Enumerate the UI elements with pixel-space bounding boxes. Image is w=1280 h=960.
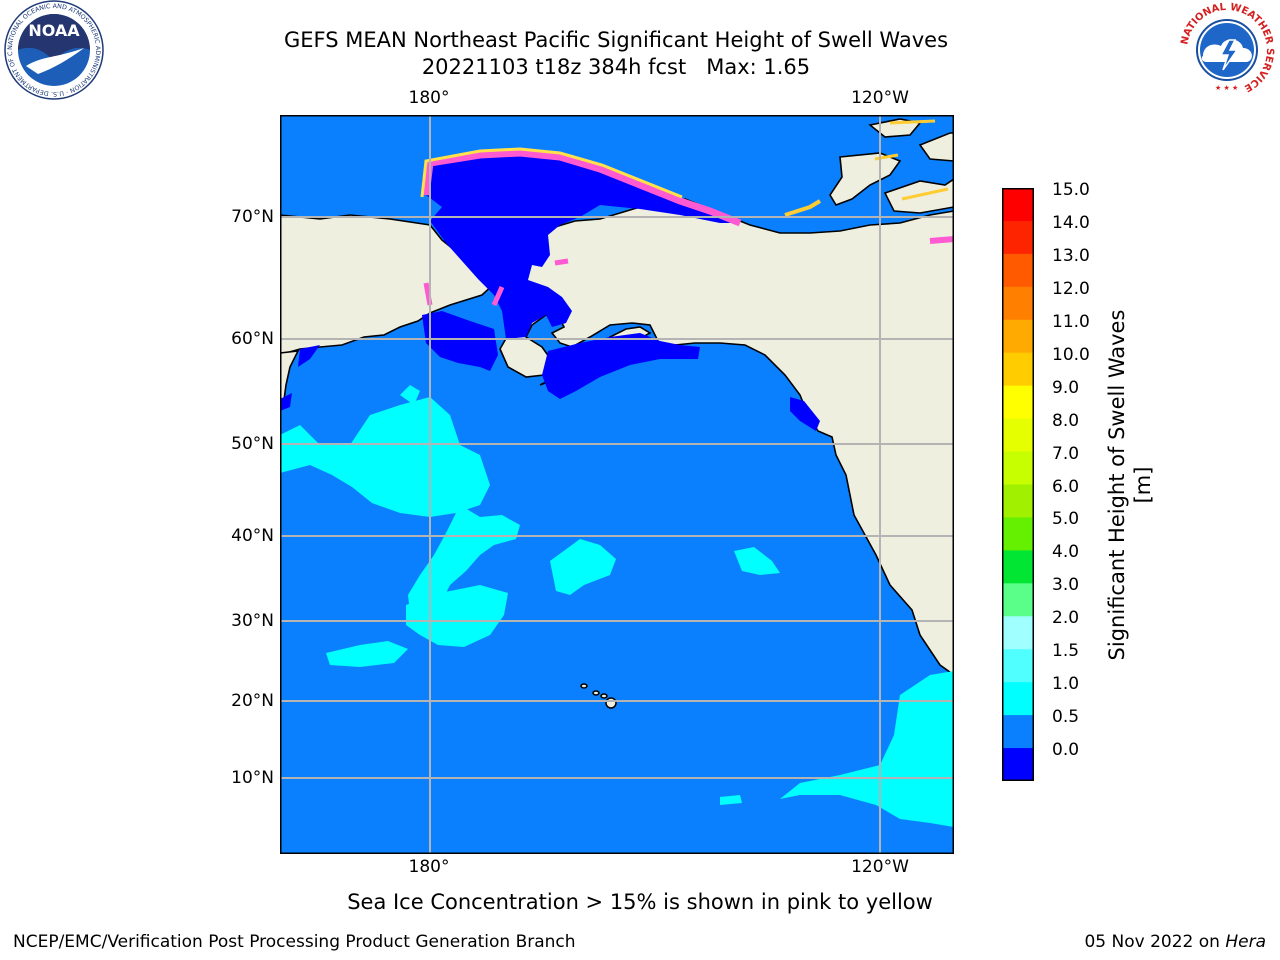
lon-label-bottom-180: 180° [408, 857, 450, 877]
low-swell-region [280, 393, 292, 411]
land-mass [918, 132, 954, 162]
swell-patch [326, 641, 408, 667]
colorbar-tick-label: 6.0 [1052, 476, 1080, 497]
colorbar-tick-label: 1.5 [1052, 641, 1080, 662]
colorbar [1002, 188, 1034, 781]
map-frame [280, 115, 954, 854]
colorbar-step [1002, 583, 1034, 617]
colorbar-tick-label: 9.0 [1052, 377, 1080, 398]
colorbar-tick-label: 5.0 [1052, 509, 1080, 530]
colorbar-step [1002, 319, 1034, 354]
colorbar-step [1002, 517, 1034, 551]
low-swell-region [298, 345, 320, 367]
footer-date-text: 05 Nov 2022 on [1084, 932, 1220, 952]
map-title: GEFS MEAN Northeast Pacific Significant … [283, 28, 949, 52]
swell-patch [780, 671, 954, 827]
colorbar-tick-label: 8.0 [1052, 410, 1080, 431]
colorbar-step [1002, 649, 1034, 683]
colorbar-tick-label: 14.0 [1052, 212, 1090, 233]
lat-label-50n: 50°N [231, 434, 274, 454]
colorbar-tick-label: 7.0 [1052, 443, 1080, 464]
lat-label-30n: 30°N [231, 611, 274, 631]
lat-label-10n: 10°N [231, 768, 274, 788]
lon-label-top-120w: 120°W [851, 88, 909, 108]
low-swell-region [422, 311, 498, 371]
lon-label-bottom-120w: 120°W [851, 857, 909, 877]
colorbar-step [1002, 550, 1034, 584]
colorbar-tick-label: 1.0 [1052, 674, 1080, 695]
sea-ice-edge [422, 149, 742, 227]
lat-label-70n: 70°N [231, 207, 274, 227]
swell-patch [406, 585, 508, 647]
colorbar-tick-label: 12.0 [1052, 278, 1090, 299]
colorbar-tick-label: 3.0 [1052, 575, 1080, 596]
colorbar-tick-label: 11.0 [1052, 311, 1090, 332]
sea-ice-note: Sea Ice Concentration > 15% is shown in … [347, 890, 933, 914]
colorbar-step [1002, 715, 1034, 749]
colorbar-tick-label: 4.0 [1052, 542, 1080, 563]
low-swell-region [542, 333, 700, 399]
colorbar-step [1002, 220, 1034, 255]
swell-patch [720, 795, 742, 805]
colorbar-tick-label: 2.0 [1052, 608, 1080, 629]
colorbar-tick-label: 10.0 [1052, 344, 1090, 365]
lon-label-top-180: 180° [408, 88, 450, 108]
graticule [280, 115, 954, 854]
svg-text:★ ★ ★: ★ ★ ★ [1215, 84, 1238, 92]
colorbar-step [1002, 385, 1034, 420]
colorbar-step [1002, 188, 1034, 222]
low-swell-region [790, 397, 820, 431]
colorbar-step [1002, 451, 1034, 486]
colorbar-tick-label: 15.0 [1052, 180, 1090, 200]
lat-label-20n: 20°N [231, 691, 274, 711]
swell-patch [734, 547, 780, 575]
colorbar-step [1002, 616, 1034, 650]
swell-patch [550, 539, 616, 595]
noaa-logo: NATIONAL OCEANIC AND ATMOSPHERIC ADMINIS… [4, 0, 104, 100]
swell-patch [408, 505, 520, 615]
footer-date: 05 Nov 2022 on Hera [1084, 932, 1266, 952]
land-mass [280, 350, 300, 409]
colorbar-tick-label: 0.0 [1052, 740, 1080, 761]
noaa-logo-text: NOAA [28, 21, 80, 40]
nws-logo: NATIONAL WEATHER SERVICE ★ ★ ★ [1179, 2, 1275, 98]
swell-map [280, 115, 954, 854]
colorbar-step [1002, 418, 1034, 453]
footer-machine: Hera [1225, 932, 1266, 952]
lat-label-40n: 40°N [231, 526, 274, 546]
sea-ice-edge [784, 199, 822, 217]
swell-patch [280, 397, 490, 517]
map-subtitle: 20221103 t18z 384h fcst Max: 1.65 [421, 55, 811, 79]
lat-label-60n: 60°N [231, 329, 274, 349]
colorbar-tick-label: 13.0 [1052, 245, 1090, 266]
colorbar-step [1002, 286, 1034, 321]
swell-patch [400, 385, 420, 405]
colorbar-step [1002, 352, 1034, 387]
colorbar-title: Significant Height of Swell Waves [m] [1105, 309, 1155, 661]
colorbar-step [1002, 682, 1034, 716]
colorbar-step [1002, 484, 1034, 519]
colorbar-step [1002, 253, 1034, 288]
sea-ice-edge [874, 119, 949, 201]
sea-ice-edge [929, 236, 954, 244]
colorbar-step [1002, 748, 1034, 781]
footer-credit: NCEP/EMC/Verification Post Processing Pr… [13, 932, 576, 952]
sea-ice-edge [420, 147, 683, 199]
colorbar-tick-label: 0.5 [1052, 707, 1080, 728]
